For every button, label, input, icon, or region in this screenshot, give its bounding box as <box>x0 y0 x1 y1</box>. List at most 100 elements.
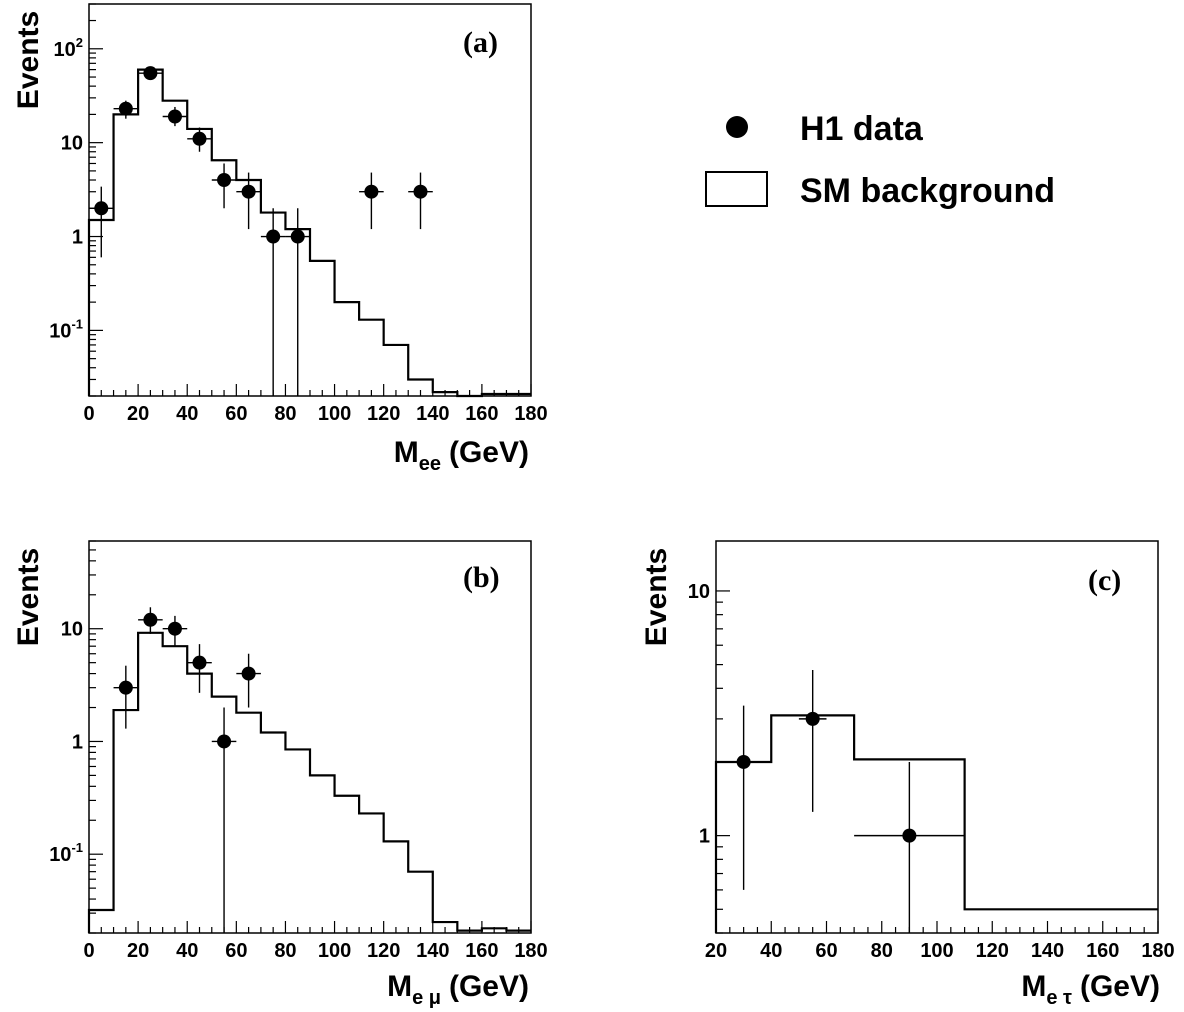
panel-b-data-point <box>236 653 261 708</box>
panel-a-point-marker <box>118 101 133 116</box>
panel-c-data-points <box>729 670 965 933</box>
panel-a-frame <box>88 3 532 397</box>
panel-b-y-tick-base: 1 <box>72 731 83 753</box>
panel-b-x-tick-label: 180 <box>514 940 547 962</box>
panel-a-x-tick-label: 160 <box>465 403 498 425</box>
panel-c-x-tick-label: 20 <box>705 940 727 962</box>
legend-background-swatch <box>705 171 768 207</box>
panel-b-x-axis-main: M <box>387 970 412 1003</box>
panel-b-label: (b) <box>463 561 500 594</box>
panel-c-data-point <box>798 670 827 812</box>
panel-b-y-tick-exp: -1 <box>71 840 83 855</box>
panel-c-background-line <box>714 714 1158 933</box>
panel-b-data-point <box>113 665 139 729</box>
panel-c-x-tick-label: 80 <box>871 940 893 962</box>
panel-a-background-line <box>87 68 531 398</box>
panel-c-y-tick-base: 10 <box>688 581 710 603</box>
panel-c-x-tick-label: 160 <box>1086 940 1119 962</box>
panel-b-data-points <box>113 607 261 933</box>
panel-b-x-ticks: 0 20 40 60 80 100 120 140 160 180 <box>83 921 548 962</box>
panel-a-label: (a) <box>463 26 498 59</box>
panel-b-y-ticks: 10 1 10-1 <box>49 540 103 934</box>
panel-a-x-tick-label: 20 <box>127 403 149 425</box>
panel-a-point-marker <box>192 131 207 146</box>
panel-b-point-marker <box>143 612 158 627</box>
panel-a-point-marker <box>266 229 281 244</box>
panel-a-data-point <box>113 100 139 119</box>
panel-c-x-tick-label: 180 <box>1141 940 1174 962</box>
panel-a-x-tick-label: 180 <box>514 403 547 425</box>
panel-b-point-marker <box>167 621 182 636</box>
panel-c-x-ticks: 20 40 60 80 100 120 140 160 180 <box>705 921 1175 962</box>
panel-a-y-tick-label: 10-1 <box>49 316 83 342</box>
panel-b-y-tick-label: 10-1 <box>49 840 83 866</box>
panel-b-data-point <box>162 615 188 647</box>
panel-b-x-tick-label: 60 <box>225 940 247 962</box>
panel-c-x-tick-label: 60 <box>815 940 837 962</box>
panel-b-x-axis-label: Me μ (GeV) <box>387 970 529 1009</box>
panel-c-point-marker <box>736 754 751 769</box>
panel-a-data-point <box>260 208 286 396</box>
panel-c-point-marker <box>805 711 820 726</box>
panel-a-data-point <box>211 163 237 209</box>
panel-b-x-tick-label: 80 <box>274 940 296 962</box>
panel-a-x-axis-label: Mee (GeV) <box>394 436 529 475</box>
panel-a-x-tick-label: 120 <box>367 403 400 425</box>
panel-a-y-tick-label: 1 <box>72 227 83 249</box>
panel-a-x-axis-unit: (GeV) <box>449 436 529 469</box>
panel-c-x-tick-label: 140 <box>1031 940 1064 962</box>
panel-a-data-point <box>285 208 310 396</box>
panel-a-x-tick-label: 140 <box>416 403 449 425</box>
panel-a-x-tick-label: 100 <box>318 403 351 425</box>
panel-a-x-ticks: 0 20 40 60 80 100 120 140 160 180 <box>83 384 548 425</box>
panel-b-y-tick-label: 10 <box>61 619 83 641</box>
panel-a-data-point <box>89 186 114 258</box>
panel-a-point-marker <box>364 184 379 199</box>
panel-c-x-axis-label: Me τ (GeV) <box>1021 970 1160 1009</box>
panel-a-data-point <box>138 66 163 81</box>
panel-a-x-axis-sub: ee <box>419 453 441 475</box>
panel-a-y-tick-label: 10 <box>61 133 83 155</box>
panel-a-background-histogram <box>87 68 531 398</box>
panel-c-point-marker <box>902 828 917 843</box>
panel-b-x-tick-label: 160 <box>465 940 498 962</box>
panel-c-y-ticks: 10 1 <box>688 581 730 934</box>
panel-b-x-tick-label: 0 <box>83 940 94 962</box>
panel-b-x-axis-sub: e μ <box>412 987 441 1009</box>
panel-b-data-point <box>138 607 163 634</box>
panel-a-x-tick-label: 0 <box>83 403 94 425</box>
panel-c-x-tick-label: 40 <box>760 940 782 962</box>
panel-c-x-axis-main: M <box>1021 970 1046 1003</box>
panel-a-y-tick-exp: -1 <box>71 316 83 331</box>
panel-b-frame <box>88 540 532 934</box>
panel-c-background-histogram <box>714 714 1158 933</box>
panel-c-label: (c) <box>1088 564 1121 597</box>
panel-a-y-tick-base: 10 <box>61 133 83 155</box>
panel-a-y-tick-base: 10 <box>54 39 76 61</box>
panel-a-y-tick-label: 102 <box>54 35 83 61</box>
panel-a-point-marker <box>241 184 256 199</box>
panel-a-point-marker <box>413 184 428 199</box>
panel-a-point-marker <box>167 109 182 124</box>
legend-data-marker <box>726 116 748 138</box>
panel-c-y-axis-label: Events <box>640 548 673 646</box>
panel-c-y-tick-base: 1 <box>699 826 710 848</box>
panel-c-x-tick-label: 100 <box>920 940 953 962</box>
panel-b-x-tick-label: 100 <box>318 940 351 962</box>
panel-a-data-point <box>236 172 261 230</box>
panel-b-point-marker <box>192 655 207 670</box>
panel-c-y-tick-label: 1 <box>699 826 710 848</box>
panel-a-x-tick-label: 80 <box>274 403 296 425</box>
panel-b-point-marker <box>241 666 256 681</box>
panel-b-background-line <box>87 631 531 933</box>
panel-a-point-marker <box>143 66 158 81</box>
panel-b-y-tick-label: 1 <box>72 731 83 753</box>
panel-c-x-tick-label: 120 <box>976 940 1009 962</box>
panel-b-x-tick-label: 40 <box>176 940 198 962</box>
panel-b-point-marker <box>217 734 232 749</box>
panel-b-y-tick-base: 10 <box>61 619 83 641</box>
panel-c-data-point <box>729 705 758 890</box>
